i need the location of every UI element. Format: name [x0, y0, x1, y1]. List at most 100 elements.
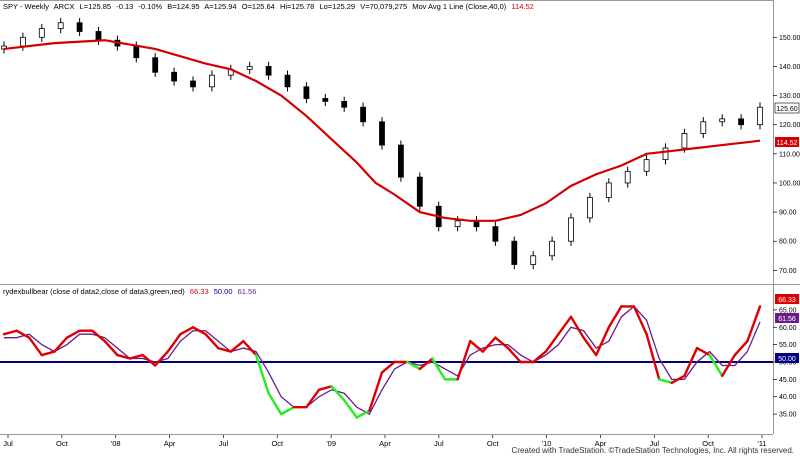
- price-bar: [454, 220, 461, 228]
- price-bar: [171, 71, 178, 82]
- oscillator-segment: [695, 346, 711, 357]
- oscillator-tick-label: 65.00: [779, 307, 797, 314]
- indicator-name: Mov Avg 1 Line (Close,40,0): [412, 2, 507, 11]
- x-axis: Jul Oct '08 Apr Jul Oct '09 Apr Jul Oct '10 Apr Jul O…: [3, 434, 767, 448]
- osc-mid-tag: 50.00: [775, 353, 799, 363]
- osc-red-tag: 66.33: [775, 294, 799, 304]
- oscillator-v1: 66.33: [189, 287, 209, 296]
- price-bars: [1, 18, 763, 270]
- oscillator-segment: [90, 329, 107, 343]
- oscillator-segment: [645, 333, 661, 381]
- oscillator-segment: [216, 346, 233, 353]
- oscillator-segment: [330, 385, 346, 402]
- price-bar: [757, 106, 763, 126]
- price-bar: [322, 98, 329, 102]
- oscillator-segment: [267, 392, 283, 416]
- oscillator-v3: 61.56: [237, 287, 257, 296]
- indicator-value: 114.52: [511, 2, 534, 11]
- x-tick-label: '09: [326, 439, 336, 448]
- last-price: L=125.85: [79, 2, 112, 11]
- x-tick-label: '11: [757, 439, 766, 448]
- price-bar: [303, 86, 310, 99]
- price-tick-label: 90.00: [779, 210, 797, 217]
- price-tick-label: 100.00: [779, 180, 800, 187]
- oscillator-line-data2: [2, 305, 762, 419]
- x-tick-label: Apr: [595, 439, 607, 448]
- oscillator-segment: [670, 374, 686, 385]
- price-tick-label: 120.00: [779, 122, 800, 129]
- last-price-tag: 125.60: [774, 102, 800, 114]
- price-bar: [208, 74, 215, 88]
- price-bar: [568, 217, 574, 242]
- oscillator-tick-label: 60.00: [779, 325, 797, 332]
- oscillator-line-data3: [4, 305, 761, 415]
- price-bar: [246, 66, 253, 70]
- oscillator-segment: [116, 353, 132, 360]
- oscillator-segment: [153, 350, 170, 367]
- oscillator-segment: [280, 405, 295, 416]
- price-tick-label: 80.00: [779, 239, 797, 246]
- oscillator-tick-label: 40.00: [779, 394, 797, 401]
- oscillator-segment: [65, 329, 81, 339]
- oscillator-segment: [746, 305, 762, 343]
- exchange: ARCX: [53, 2, 75, 11]
- price-bar: [700, 121, 707, 134]
- change: -0.13: [116, 2, 134, 11]
- price-bar: [719, 118, 726, 123]
- price-header: SPY - Weekly ARCX L=125.85 -0.13 -0.10% …: [3, 2, 537, 11]
- osc-purple-tag: 61.56: [775, 313, 799, 323]
- oscillator-segment: [2, 329, 18, 336]
- oscillator-tick-label: 55.00: [779, 342, 797, 349]
- oscillator-segment: [582, 336, 598, 357]
- price-bar: [549, 240, 555, 257]
- oscillator-segment: [506, 346, 522, 364]
- oscillator-segment: [166, 333, 182, 353]
- oscillator-segment: [128, 353, 144, 360]
- price-bar: [511, 240, 518, 265]
- osc-mid-value: 50.00: [778, 356, 796, 363]
- oscillator-segment: [544, 333, 560, 353]
- price-tick-label: 70.00: [779, 268, 797, 275]
- symbol: SPY - Weekly: [3, 2, 49, 11]
- x-tick-label: Oct: [702, 439, 715, 448]
- price-bar: [738, 118, 744, 126]
- x-tick-label: '08: [111, 439, 121, 448]
- oscillator-segment: [595, 326, 610, 357]
- oscillator-segment: [53, 336, 69, 353]
- oscillator-name: rydexbullbear (close of data2,close of d…: [3, 287, 185, 296]
- ma-value: 114.52: [777, 140, 798, 147]
- low: Lo=125.29: [319, 2, 356, 11]
- osc-purple-value: 61.56: [778, 316, 796, 323]
- price-bar: [643, 159, 650, 172]
- osc-red-value: 66.33: [778, 297, 796, 304]
- price-bar: [1, 45, 7, 50]
- oscillator-segment: [733, 339, 749, 357]
- oscillator-segment: [683, 346, 699, 378]
- price-bar: [341, 100, 348, 108]
- price-panel: 70.00 80.00 90.00 100.00 110.00 120.00 130.00 1…: [0, 0, 800, 434]
- x-tick-label: Oct: [271, 439, 284, 448]
- change-pct: -0.10%: [138, 2, 163, 11]
- price-bar: [492, 226, 499, 242]
- credit-text: Created with TradeStation. ©TradeStation…: [511, 446, 795, 455]
- oscillator-segment: [254, 353, 270, 395]
- oscillator-panel: 35.00 40.00 45.00 50.00 55.00 60.00 65.00: [0, 305, 797, 419]
- oscillator-segment: [305, 388, 321, 409]
- oscillator-segment: [380, 360, 396, 374]
- price-bar: [416, 176, 423, 207]
- x-tick-label: '10: [542, 439, 552, 448]
- oscillator-tick-label: 45.00: [779, 377, 797, 384]
- oscillator-segment: [317, 385, 333, 391]
- price-bar: [662, 147, 669, 161]
- price-bar: [360, 106, 367, 123]
- price-tick-label: 140.00: [779, 64, 800, 71]
- oscillator-segment: [191, 326, 207, 336]
- oscillator-segment: [632, 305, 648, 336]
- x-tick-label: Jul: [3, 439, 13, 448]
- oscillator-segment: [721, 353, 736, 378]
- price-bar: [530, 255, 537, 265]
- ask: A=125.94: [204, 2, 237, 11]
- oscillator-tick-label: 35.00: [779, 412, 797, 419]
- oscillator-segment: [103, 339, 119, 357]
- oscillator-segment: [204, 333, 220, 350]
